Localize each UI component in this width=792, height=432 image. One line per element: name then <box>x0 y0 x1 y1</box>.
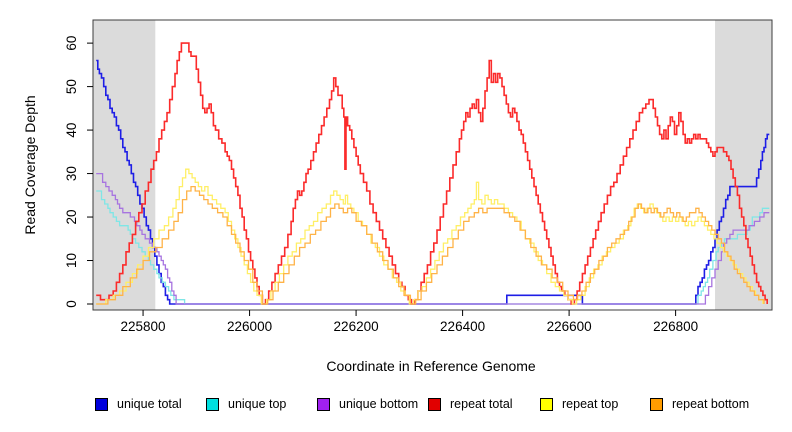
shaded-region-0 <box>93 20 156 310</box>
legend-label: unique total <box>117 397 182 411</box>
legend-label: repeat bottom <box>672 397 750 411</box>
shaded-region-1 <box>715 20 772 310</box>
series-unique-total <box>96 59 770 305</box>
chart-legend: unique total unique top unique bottom repea… <box>0 394 792 418</box>
legend-swatch-repeat-top <box>540 397 553 411</box>
legend-item-repeat-bottom: repeat bottom <box>650 394 749 414</box>
y-tick-label: 50 <box>64 79 79 94</box>
x-tick-label: 226200 <box>334 319 379 334</box>
legend-label: unique top <box>228 397 287 411</box>
legend-swatch-unique-top <box>206 397 219 411</box>
legend-swatch-repeat-total <box>428 397 441 411</box>
y-tick-label: 60 <box>64 36 79 51</box>
legend-item-unique-total: unique total <box>95 394 182 414</box>
x-tick-label: 226800 <box>653 319 698 334</box>
x-tick-label: 226600 <box>547 319 592 334</box>
y-tick-label: 30 <box>64 166 79 181</box>
series-unique-bottom <box>96 172 770 305</box>
legend-item-repeat-total: repeat total <box>428 394 513 414</box>
legend-label: unique bottom <box>339 397 419 411</box>
series-repeat-top <box>96 168 764 305</box>
y-axis-title: Read Coverage Depth <box>22 95 38 235</box>
x-axis-title: Coordinate in Reference Genome <box>326 358 536 374</box>
legend-item-unique-bottom: unique bottom <box>317 394 418 414</box>
legend-label: repeat top <box>562 397 619 411</box>
series-repeat-bottom <box>96 185 765 305</box>
legend-label: repeat total <box>450 397 513 411</box>
legend-item-unique-top: unique top <box>206 394 286 414</box>
legend-item-repeat-top: repeat top <box>540 394 618 414</box>
series-repeat-total <box>96 42 768 305</box>
y-tick-label: 40 <box>64 123 79 138</box>
legend-swatch-repeat-bottom <box>650 397 663 411</box>
legend-swatch-unique-bottom <box>317 397 330 411</box>
plot-border <box>92 19 773 311</box>
y-tick-label: 10 <box>64 253 79 268</box>
x-tick-label: 225800 <box>121 319 166 334</box>
legend-swatch-unique-total <box>95 397 108 411</box>
y-tick-label: 20 <box>64 210 79 225</box>
y-tick-label: 0 <box>64 300 79 308</box>
x-tick-label: 226400 <box>440 319 485 334</box>
x-tick-label: 226000 <box>227 319 272 334</box>
